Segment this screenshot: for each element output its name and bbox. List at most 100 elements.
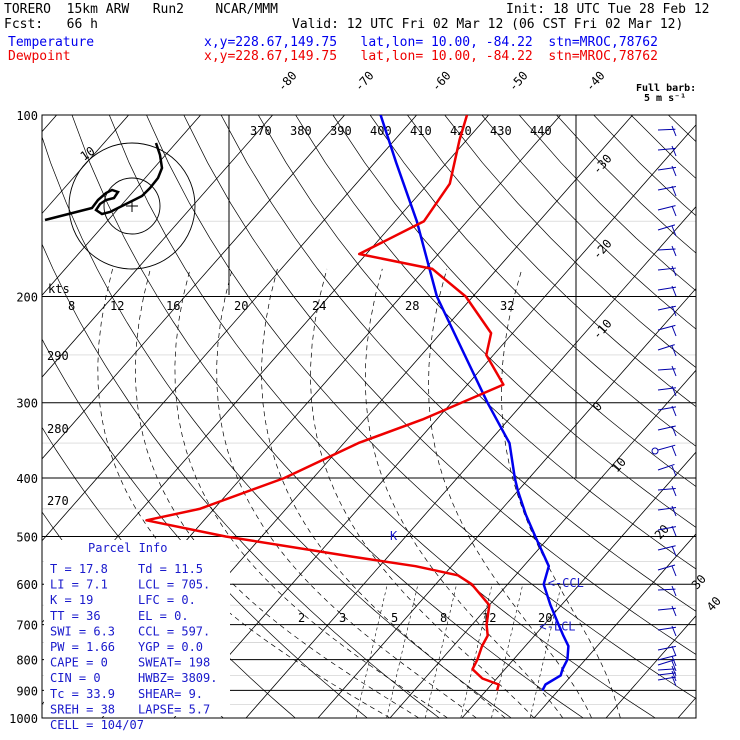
wind-barb: [657, 128, 676, 131]
pressure-tick-label: 300: [16, 397, 38, 411]
barb-legend-sub: 5 m s⁻¹: [644, 93, 687, 104]
pressure-tick-label: 200: [16, 291, 38, 305]
theta-label: 370: [250, 124, 272, 138]
dry-adiabat-line: [183, 115, 696, 655]
wind-barb-flag: [671, 525, 677, 537]
mixing-ratio-label: 8: [440, 611, 447, 625]
dewpoint-info: x,y=228.67,149.75 lat,lon= 10.00, -84.22…: [204, 49, 658, 64]
parcel-value: CIN = 0: [50, 671, 101, 685]
pressure-tick-label: 100: [16, 109, 38, 123]
hodograph-speed-label: 20: [234, 299, 248, 313]
isotherm-label: 0: [590, 399, 605, 414]
wind-barb-flag: [671, 585, 677, 597]
header-line1-right: Init: 18 UTC Tue 28 Feb 12: [506, 2, 710, 17]
mixing-ratio-line: [355, 584, 388, 718]
pressure-tick-label: 500: [16, 530, 38, 544]
dry-adiabat-line: [481, 115, 696, 330]
hodograph-ring: [68, 142, 196, 270]
moist-adiabat-line: [174, 268, 448, 718]
hodograph-speed-label: 8: [68, 299, 75, 313]
parcel-box-background: [44, 540, 230, 716]
mixing-ratio-label: 5: [391, 611, 398, 625]
moist-adiabat-line: [216, 268, 477, 718]
isotherm-line: [533, 533, 696, 718]
wind-barb-flag: [671, 325, 677, 337]
mixing-ratio-label: 20: [538, 611, 552, 625]
temperature-info: x,y=228.67,149.75 lat,lon= 10.00, -84.22…: [204, 35, 658, 50]
pressure-tick-label: 1000: [9, 712, 38, 726]
moist-adiabat-line: [97, 268, 391, 718]
dry-adiabat-line: [444, 115, 696, 369]
dewpoint-label: Dewpoint: [8, 49, 71, 64]
wind-barb-flag: [671, 365, 677, 377]
wind-barb-flag: [671, 605, 677, 617]
parcel-value: Td = 11.5: [138, 562, 203, 576]
parcel-value: HWBZ= 3809.: [138, 671, 217, 685]
theta-side-label: 290: [47, 349, 69, 363]
moist-adiabat-line: [364, 268, 564, 718]
isotherm-label: -10: [590, 317, 615, 342]
wind-barb-flag: [671, 465, 677, 477]
wind-barb-flag: [671, 505, 677, 517]
pressure-tick-label: 800: [16, 654, 38, 668]
parcel-value: LFC = 0.: [138, 593, 196, 607]
wind-barb-flag: [671, 305, 677, 317]
moist-adiabat-line: [261, 268, 506, 718]
theta-side-label: 280: [47, 422, 69, 436]
dewpoint-trace: [145, 115, 505, 691]
parcel-value: K = 19: [50, 593, 93, 607]
k-marker: K: [390, 529, 398, 543]
wind-barb-flag: [671, 205, 677, 217]
wind-barb-flag: [671, 445, 677, 457]
wind-barb-flag: [671, 625, 677, 637]
wind-barb: [657, 659, 675, 666]
isotherm-label: -40: [583, 69, 608, 94]
parcel-value: LCL = 705.: [138, 578, 210, 592]
dry-adiabat-line: [332, 115, 696, 487]
calm-wind-circle: [651, 447, 659, 455]
theta-label: 380: [290, 124, 312, 138]
wind-barb-flag: [671, 670, 677, 682]
theta-label: 410: [410, 124, 432, 138]
barb-legend-title: Full barb:: [636, 83, 697, 94]
isotherm-line: [245, 206, 696, 718]
dry-adiabat-line: [108, 115, 656, 718]
mixing-ratio-label: 2: [298, 611, 305, 625]
mixing-ratio-label: 3: [339, 611, 346, 625]
wind-barb-flag: [671, 285, 677, 297]
dry-adiabat-line: [369, 115, 696, 447]
isotherm-line: [605, 615, 696, 718]
pressure-tick-label: 400: [16, 472, 38, 486]
parcel-value: SREH = 38: [50, 702, 115, 716]
wind-barb-flag: [671, 675, 677, 687]
wind-barb-flag: [671, 485, 677, 497]
isotherm-label: -60: [429, 69, 454, 94]
wind-barb-flag: [671, 145, 677, 157]
hodograph-units-label: kts: [48, 282, 70, 296]
wind-barb-flag: [671, 265, 677, 277]
lcl-marker: <-LCL: [539, 619, 575, 633]
theta-label: 390: [330, 124, 352, 138]
wind-barb-flag: [671, 185, 677, 197]
mixing-ratio-line: [386, 584, 419, 718]
wind-barb: [657, 668, 676, 671]
wind-barb: [657, 588, 676, 591]
mixing-ratio-label: 12: [482, 611, 496, 625]
wind-barb: [657, 224, 676, 231]
parcel-value: PW = 1.66: [50, 640, 115, 654]
parcel-value: SHEAR= 9.: [138, 687, 203, 701]
wind-barb: [657, 344, 675, 351]
parcel-value: LI = 7.1: [50, 578, 108, 592]
isotherm-label: -80: [275, 69, 300, 94]
parcel-value: SWI = 6.3: [50, 624, 115, 638]
wind-barb-flag: [671, 655, 677, 667]
parcel-value: CELL = 104/07: [50, 718, 144, 732]
wind-barb: [657, 564, 676, 571]
isotherm-label: -50: [506, 69, 531, 94]
mixing-ratio-line: [529, 584, 562, 718]
parcel-value: CCL = 597.: [138, 624, 210, 638]
isotherm-line: [42, 115, 345, 460]
wind-barb-flag: [671, 645, 677, 657]
wind-barb: [657, 248, 676, 251]
